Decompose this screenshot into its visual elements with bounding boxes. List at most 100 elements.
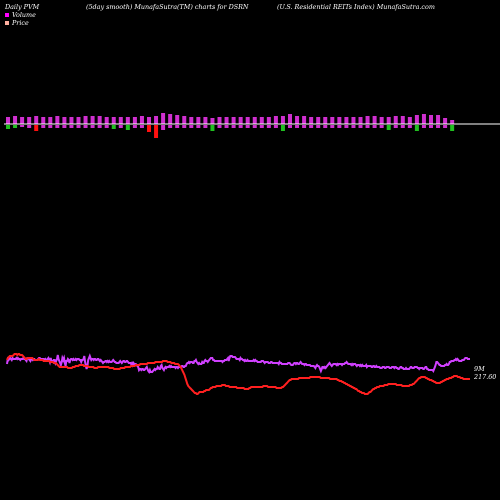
volume-bar-up bbox=[203, 117, 208, 124]
volume-bar-down bbox=[217, 125, 222, 128]
volume-bar-down bbox=[41, 125, 46, 128]
volume-bar-up bbox=[393, 116, 398, 124]
volume-bar-up bbox=[6, 117, 10, 124]
volume-bar-down bbox=[27, 125, 32, 128]
volume-bar-up bbox=[407, 117, 412, 124]
volume-bar-down bbox=[450, 125, 455, 131]
volume-bar-down bbox=[344, 125, 349, 128]
volume-bar-down bbox=[400, 125, 405, 128]
volume-bar-up bbox=[48, 117, 53, 124]
price-line bbox=[6, 353, 470, 395]
volume-bar-down bbox=[203, 125, 208, 128]
volume-bar-up bbox=[273, 116, 278, 124]
volume-bar-down bbox=[429, 125, 433, 128]
volume-bar-down bbox=[125, 125, 130, 130]
volume-bar-down bbox=[316, 125, 321, 128]
volume-bar-up bbox=[217, 117, 222, 124]
volume-bar-down bbox=[337, 125, 342, 128]
volume-bar-up bbox=[436, 115, 441, 124]
volume-bar-up bbox=[125, 117, 130, 124]
volume-bar-up bbox=[358, 117, 363, 124]
volume-bar-down bbox=[175, 125, 180, 128]
volume-bar-down bbox=[259, 125, 264, 128]
volume-bar-up bbox=[414, 115, 419, 124]
volume-bar-down bbox=[252, 125, 257, 128]
legend-volume: Volume bbox=[5, 11, 36, 19]
volume-bar-up bbox=[69, 117, 74, 124]
volume-bar-down bbox=[351, 125, 356, 128]
price-last-label: 217.60 bbox=[473, 373, 496, 381]
volume-bar-down bbox=[210, 125, 215, 131]
chart-title-left: Daily PVM bbox=[5, 3, 40, 11]
volume-bars bbox=[6, 113, 455, 138]
volume-bar-down bbox=[379, 125, 384, 128]
volume-bar-down bbox=[111, 125, 116, 129]
volume-bar-down bbox=[132, 125, 137, 128]
volume-bar-up bbox=[295, 116, 300, 124]
chart-title-center: (5day smooth) MunafaSutra(TM) charts for… bbox=[86, 3, 249, 11]
volume-bar-down bbox=[295, 125, 300, 128]
volume-bar-up bbox=[280, 116, 285, 124]
volume-bar-down bbox=[69, 125, 74, 128]
volume-bar-down bbox=[393, 125, 398, 128]
volume-bar-up bbox=[323, 117, 328, 124]
legend-price-label: Price bbox=[12, 19, 29, 27]
volume-bar-up bbox=[372, 116, 377, 124]
volume-bar-up bbox=[238, 117, 243, 124]
volume-bar-down bbox=[323, 125, 328, 128]
chart-title-right: (U.S. Residential REITs Index) MunafaSut… bbox=[277, 3, 435, 11]
volume-bar-down bbox=[386, 125, 391, 130]
volume-bar-up bbox=[316, 117, 321, 124]
volume-bar-down bbox=[20, 125, 25, 127]
volume-bar-down bbox=[224, 125, 229, 128]
volume-bar-up bbox=[309, 117, 314, 124]
volume-bar-down bbox=[13, 125, 18, 128]
volume-bar-down bbox=[288, 125, 292, 128]
volume-bar-up bbox=[104, 117, 109, 124]
volume-bar-up bbox=[139, 116, 144, 124]
volume-bar-down bbox=[273, 125, 278, 128]
volume-bar-up bbox=[252, 117, 257, 124]
volume-bar-up bbox=[76, 117, 81, 124]
volume-bar-down bbox=[407, 125, 412, 128]
volume-bar-up bbox=[231, 117, 236, 124]
volume-bar-down bbox=[302, 125, 307, 128]
volume-bar-down bbox=[161, 125, 166, 130]
volume-bar-down bbox=[330, 125, 335, 128]
volume-bar-down bbox=[76, 125, 81, 128]
volume-bar-down bbox=[231, 125, 236, 128]
volume-last-label: 9M bbox=[474, 365, 485, 373]
volume-bar-down bbox=[365, 125, 370, 128]
volume-bar-up bbox=[189, 117, 194, 124]
volume-bar-down bbox=[34, 125, 39, 131]
volume-bar-down bbox=[168, 125, 173, 128]
volume-bar-up bbox=[259, 117, 264, 124]
volume-bar-up bbox=[210, 118, 215, 124]
volume-bar-up bbox=[344, 117, 349, 124]
volume-bar-up bbox=[20, 117, 25, 124]
volume-bar-down bbox=[97, 125, 102, 128]
volume-bar-up bbox=[337, 117, 342, 124]
volume-bar-down bbox=[309, 125, 314, 128]
volume-bar-down bbox=[280, 125, 285, 131]
legend-volume-label: Volume bbox=[12, 11, 36, 19]
volume-bar-down bbox=[83, 125, 88, 128]
legend-price: Price bbox=[5, 19, 29, 27]
volume-bar-up bbox=[161, 113, 166, 124]
volume-bar-up bbox=[97, 116, 102, 124]
volume-bar-up bbox=[154, 116, 159, 124]
volume-bar-up bbox=[34, 116, 39, 124]
volume-bar-down bbox=[245, 125, 250, 128]
volume-bar-up bbox=[379, 117, 384, 124]
volume-bar-up bbox=[175, 115, 180, 124]
volume-bar-down bbox=[266, 125, 271, 128]
volume-bar-up bbox=[302, 116, 307, 124]
volume-bar-up bbox=[365, 116, 370, 124]
volume-bar-up bbox=[90, 116, 95, 124]
volume-bar-down bbox=[48, 125, 53, 128]
volume-line bbox=[6, 353, 470, 374]
volume-bar-down bbox=[443, 125, 448, 128]
volume-bar-down bbox=[372, 125, 377, 128]
volume-bar-up bbox=[168, 114, 173, 124]
